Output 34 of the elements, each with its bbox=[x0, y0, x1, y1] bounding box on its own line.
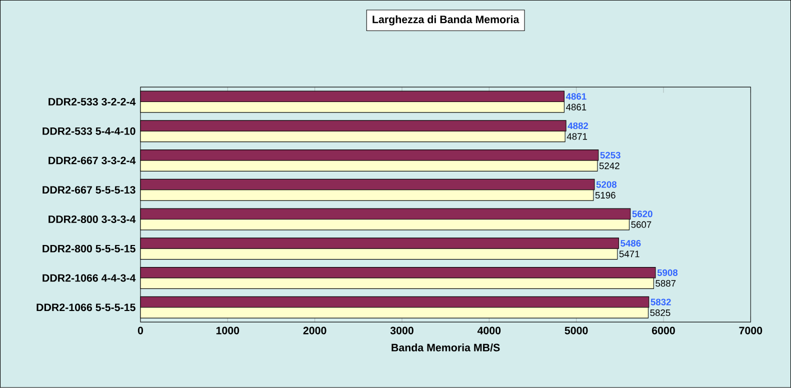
data-label: 4882 bbox=[568, 122, 588, 130]
x-axis-title: Banda Memoria MB/S bbox=[392, 344, 500, 352]
y-tick-label: DDR2-1066 4-4-3-4 bbox=[42, 274, 136, 282]
chart-title: Larghezza di Banda Memoria bbox=[372, 16, 520, 26]
y-tick-label: DDR2-800 3-3-3-4 bbox=[48, 216, 136, 224]
data-label: 5486 bbox=[620, 240, 641, 247]
data-label: 5620 bbox=[632, 210, 652, 218]
data-label: 5208 bbox=[596, 181, 617, 188]
x-tick-label: 6000 bbox=[652, 326, 675, 334]
y-tick-label: DDR2-800 5-5-5-15 bbox=[42, 244, 136, 253]
x-tick-label: 1000 bbox=[216, 326, 240, 334]
x-tick-label: 5000 bbox=[564, 326, 588, 334]
x-tick-label: 7000 bbox=[739, 326, 762, 334]
data-label: 5253 bbox=[600, 152, 620, 159]
data-label: 5607 bbox=[631, 221, 652, 228]
y-tick-label: DDR2-533 3-2-2-4 bbox=[48, 98, 136, 106]
x-tick-label: 4000 bbox=[477, 326, 501, 334]
data-label: 5832 bbox=[650, 298, 671, 306]
data-label: 4861 bbox=[566, 93, 586, 100]
x-tick-label: 3000 bbox=[390, 326, 414, 334]
data-label: 5196 bbox=[595, 192, 616, 199]
data-label: 5242 bbox=[599, 162, 620, 170]
x-tick-label: 0 bbox=[138, 326, 144, 334]
y-tick-label: DDR2-533 5-4-4-10 bbox=[42, 127, 136, 136]
data-label: 5908 bbox=[657, 269, 678, 276]
data-label: 5887 bbox=[656, 280, 676, 287]
y-tick-label: DDR2-667 5-5-5-13 bbox=[42, 186, 136, 194]
data-label: 5471 bbox=[619, 250, 640, 258]
x-tick-label: 2000 bbox=[303, 326, 326, 334]
y-tick-label: DDR2-1066 5-5-5-15 bbox=[36, 304, 136, 312]
data-label: 4861 bbox=[566, 104, 586, 111]
y-tick-label: DDR2-667 3-3-2-4 bbox=[48, 156, 136, 164]
data-label: 4871 bbox=[566, 133, 587, 140]
data-label: 5825 bbox=[650, 310, 670, 316]
